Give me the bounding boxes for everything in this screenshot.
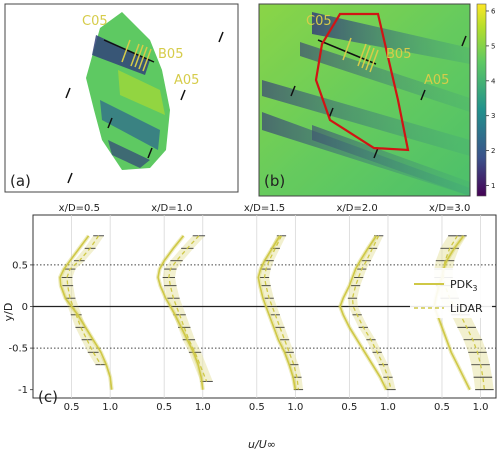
colorbar-ticks: 1 2 3 4 5 6	[486, 7, 496, 190]
profile-title: x/D=1.5	[244, 203, 285, 214]
panel-a-transects	[121, 39, 152, 72]
y-tick-label: 0	[22, 302, 28, 313]
panel-a-turbine-marker	[180, 89, 186, 101]
panel-c: 0.5 0 -0.5 -1 0.5 1.0 0.5 1.0 0.5 1.0 0.5 1.0 0.5 1.…	[2, 203, 497, 451]
legend: PDK3 LiDAR	[410, 268, 492, 318]
panel-a-turbine-marker	[147, 147, 153, 159]
profile-title: x/D=2.0	[336, 203, 377, 214]
legend-pdk-label: PDK3	[450, 278, 477, 293]
x-tick-label: 1.0	[195, 402, 211, 413]
y-ticks: 0.5 0 -0.5 -1	[8, 260, 33, 396]
y-tick-label: -1	[18, 385, 28, 396]
panel-a-turbine-marker	[65, 87, 71, 99]
panel-b-lidar-line	[317, 39, 377, 65]
panel-titles: x/D=0.5 x/D=1.0 x/D=1.5 x/D=2.0 x/D=3.0	[59, 203, 471, 214]
x-tick-label: 1.0	[287, 402, 303, 413]
panel-a-turbine-marker	[107, 117, 113, 129]
x-tick-label: 0.5	[341, 402, 357, 413]
legend-lidar-label: LiDAR	[450, 302, 483, 315]
profile-title: x/D=0.5	[59, 203, 100, 214]
pdk-line	[339, 235, 388, 391]
panel-a-label-c05: C05	[82, 14, 108, 29]
panel-b-turbine-marker	[290, 85, 296, 97]
profile-title: x/D=1.0	[151, 203, 192, 214]
lidar-line	[351, 235, 392, 390]
colorbar-tick-label: 1	[491, 182, 495, 190]
lidar-band	[259, 235, 304, 390]
panel-b-turbine-marker	[420, 89, 426, 101]
x-tick-label: 0.5	[434, 402, 450, 413]
colorbar-tick-label: 5	[491, 42, 495, 50]
colorbar-tick-label: 3	[491, 112, 495, 120]
x-tick-label: 1.0	[102, 402, 118, 413]
x-tick-label: 0.5	[156, 402, 172, 413]
profile-title: x/D=3.0	[429, 203, 470, 214]
panel-b-wake-1	[312, 12, 470, 64]
panel-b-tag: (b)	[264, 172, 285, 190]
panel-a-label-b05: B05	[158, 47, 183, 62]
lidar-line	[263, 235, 300, 390]
pdk-line	[257, 235, 297, 390]
lidar-band	[162, 235, 213, 382]
panel-b-wake-3	[262, 80, 470, 156]
panel-c-tag: (c)	[38, 388, 58, 406]
colorbar-tick-label: 4	[491, 77, 496, 85]
panel-b-transects	[342, 37, 379, 73]
lidar-line	[66, 235, 102, 366]
lidar-band	[61, 235, 107, 365]
x-ticks: 0.5 1.0 0.5 1.0 0.5 1.0 0.5 1.0 0.5 1.0	[64, 402, 489, 413]
panel-a-wake-2	[100, 100, 160, 150]
panel-b-label-b05: B05	[386, 47, 411, 62]
y-axis-label: y/D	[2, 303, 15, 322]
lidar-line	[168, 235, 208, 382]
panel-a-lidar-line	[103, 39, 155, 63]
x-tick-label: 0.5	[64, 402, 80, 413]
panel-b-turbine-marker	[461, 35, 467, 47]
panel-a: C05 B05 A05 (a)	[4, 3, 239, 193]
panel-a-turbine-marker	[218, 31, 224, 43]
x-axis-label: u/U∞	[248, 438, 276, 451]
panel-a-tag: (a)	[10, 172, 31, 190]
panel-b-label-c05: C05	[306, 14, 332, 29]
x-tick-label: 1.0	[380, 402, 396, 413]
colorbar-tick-label: 2	[491, 147, 495, 155]
legend-box	[410, 268, 492, 318]
x-tick-label: 0.5	[249, 402, 265, 413]
panel-a-high-zone	[118, 70, 165, 115]
y-tick-label: -0.5	[8, 344, 28, 355]
panel-a-wake-3	[108, 140, 150, 168]
panel-b-label-a05: A05	[424, 73, 449, 88]
panel-b: C05 B05 A05 (b) 1 2 3 4 5 6	[258, 3, 496, 197]
colorbar	[476, 3, 487, 197]
panel-b-turbine-marker	[373, 147, 379, 159]
panel-b-scan-outline	[314, 12, 410, 152]
pdk-line	[59, 235, 113, 390]
colorbar-tick-label: 6	[491, 7, 496, 15]
panel-a-label-a05: A05	[174, 73, 199, 88]
lidar-line	[442, 235, 486, 390]
y-tick-label: 0.5	[12, 260, 28, 271]
x-tick-label: 1.0	[473, 402, 489, 413]
panel-b-frame	[258, 3, 471, 197]
panel-b-wake-5	[312, 125, 470, 196]
panel-a-turbine-marker	[67, 172, 73, 184]
pdk-line	[157, 235, 204, 390]
